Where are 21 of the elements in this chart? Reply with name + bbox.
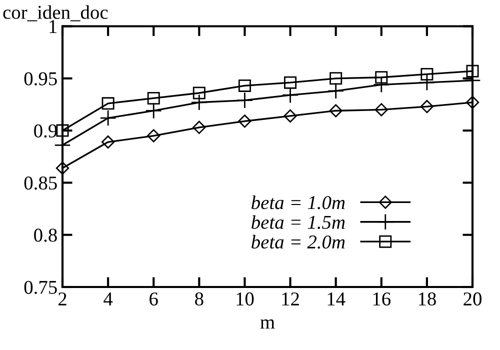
y-tick-label: 0.85 — [24, 176, 57, 190]
x-tick-label: 18 — [418, 292, 436, 306]
y-tick-label: 0.95 — [24, 72, 57, 86]
x-tick-label: 4 — [104, 292, 113, 306]
x-tick-label: 16 — [373, 292, 391, 306]
y-axis-title: cor_iden_doc — [3, 5, 108, 22]
legend-label: beta = 2.0m — [252, 234, 345, 249]
y-tick-label: 0.8 — [34, 228, 57, 242]
legend-label: beta = 1.0m — [252, 196, 345, 210]
x-tick-label: 14 — [328, 292, 346, 306]
x-tick-label: 12 — [282, 292, 299, 306]
y-tick-label: 1 — [50, 20, 56, 33]
x-axis-title: m — [260, 319, 275, 329]
x-tick-label: 2 — [58, 292, 66, 306]
legend-label: beta = 1.5m — [252, 215, 345, 229]
x-tick-label: 6 — [150, 292, 158, 306]
x-tick-label: 8 — [195, 292, 204, 306]
x-tick-label: 20 — [464, 292, 482, 306]
x-tick-label: 10 — [236, 292, 254, 306]
y-tick-label: 0.75 — [24, 280, 57, 294]
y-tick-label: 0.9 — [34, 124, 57, 138]
